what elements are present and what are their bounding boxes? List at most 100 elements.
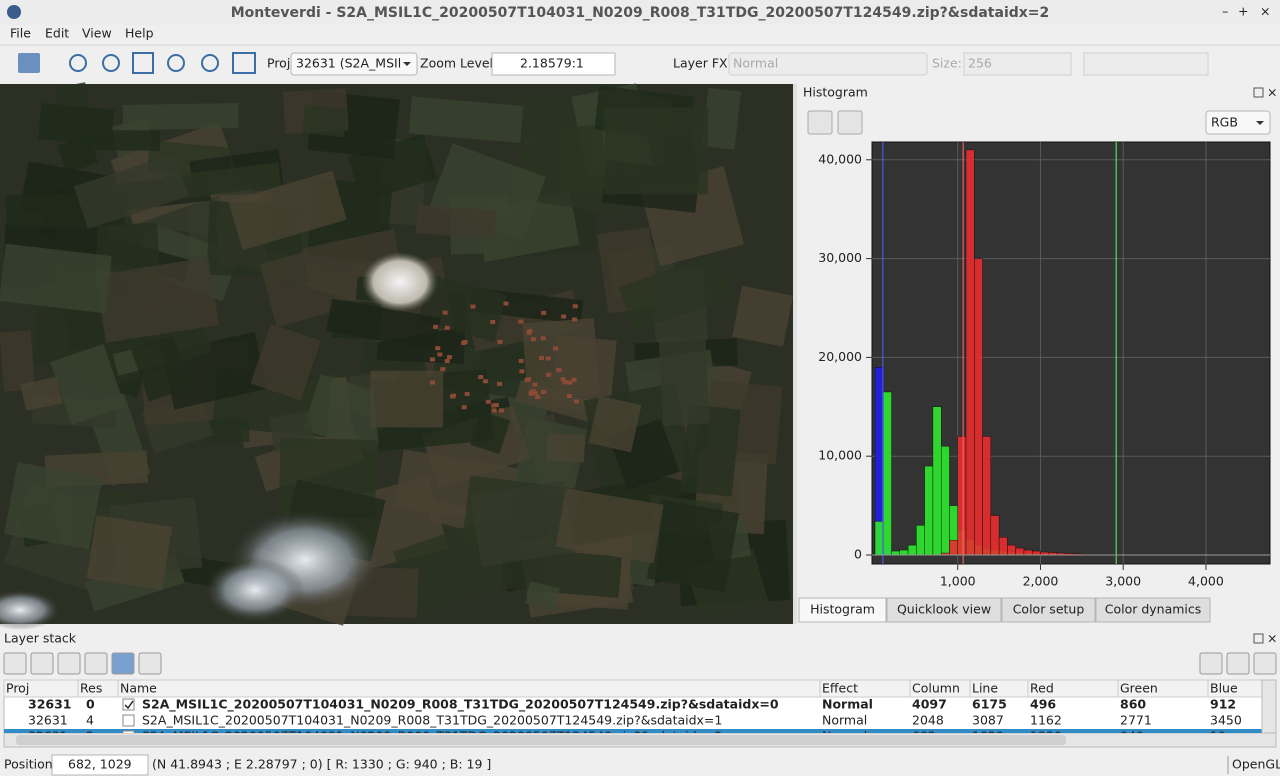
menu-item[interactable]: Edit (45, 26, 69, 41)
stack-button[interactable] (138, 652, 162, 675)
roof (490, 320, 496, 325)
menu-item[interactable]: File (10, 26, 31, 41)
field (408, 96, 524, 143)
roof (440, 367, 446, 372)
histogram-bar (924, 465, 934, 556)
roof (444, 359, 450, 364)
field (618, 252, 734, 332)
cloud (205, 558, 305, 622)
mode-combo[interactable] (1205, 110, 1271, 135)
zoom-full-button[interactable] (167, 54, 185, 72)
v-scrollbar[interactable] (1261, 679, 1277, 734)
image-view[interactable] (0, 82, 797, 630)
fit-button[interactable] (837, 110, 863, 135)
field (0, 243, 112, 314)
table-cell: Normal (822, 729, 867, 744)
dock-close[interactable]: × (1267, 631, 1277, 646)
field (646, 499, 740, 593)
float-button[interactable] (1253, 87, 1264, 98)
table-cell: Normal (822, 713, 867, 728)
roof (462, 339, 468, 344)
visibility-checkbox[interactable] (122, 714, 135, 727)
layer-stack: Layer stack × Proj Res Name Effect Column Lin… (3, 631, 1277, 748)
visibility-checkbox[interactable] (122, 698, 135, 711)
size-input[interactable] (963, 52, 1072, 76)
tab[interactable] (1095, 597, 1211, 623)
table-cell: 682 (912, 729, 936, 744)
open-button[interactable] (18, 53, 40, 73)
tab[interactable] (886, 597, 1002, 623)
tab-bar: Histogram Quicklook view Color setup Color … (798, 597, 1211, 623)
stack-button[interactable] (1226, 652, 1250, 675)
field (522, 318, 600, 400)
zoom-button[interactable] (807, 110, 833, 135)
histogram-bar (998, 537, 1008, 556)
field (301, 104, 348, 138)
tab-label: Histogram (810, 602, 875, 617)
close-button[interactable]: × (1260, 4, 1270, 19)
tab[interactable] (1001, 597, 1096, 623)
maximize-button[interactable]: + (1238, 4, 1248, 19)
stack-button[interactable] (1253, 652, 1277, 675)
stack-button[interactable] (3, 652, 27, 675)
size-label: Size: (932, 56, 962, 71)
roof (573, 399, 579, 404)
table-cell: 32631 (28, 729, 68, 744)
dock-title: Histogram (803, 85, 868, 100)
extra-input[interactable] (1083, 52, 1209, 76)
histogram-bar (907, 544, 917, 556)
table-cell: 940 (1120, 729, 1144, 744)
position-input[interactable] (51, 754, 149, 776)
roof (572, 317, 578, 322)
dock-title: Layer stack (4, 631, 77, 646)
tab[interactable] (798, 597, 887, 623)
zoom-out-button[interactable] (102, 54, 120, 72)
proj-combo[interactable] (290, 52, 418, 76)
table-cell: 2 (86, 729, 94, 744)
stack-button[interactable] (1199, 652, 1223, 675)
roof (437, 352, 443, 357)
table-cell: 3450 (1210, 713, 1242, 728)
scroll-thumb[interactable] (16, 735, 1066, 745)
zoom-in-button[interactable] (69, 54, 87, 72)
menu-item[interactable]: View (82, 26, 112, 41)
y-tick-label: 10,000 (818, 448, 862, 463)
dock-close[interactable]: × (1267, 85, 1277, 100)
table-cell: S2A_MSIL1C_20200507T104031_N0209_R008_T3… (142, 729, 722, 744)
zoom-layer-button[interactable] (201, 54, 219, 72)
x-tick-label: 2,000 (1023, 574, 1059, 589)
stack-button[interactable] (30, 652, 54, 675)
menu-bar: File Edit View Help (10, 26, 154, 41)
field (415, 204, 497, 240)
field (20, 376, 63, 411)
histogram-bar (1031, 550, 1041, 556)
roof (518, 358, 524, 363)
layer-button[interactable] (232, 52, 256, 74)
minimize-button[interactable]: – (1222, 4, 1228, 19)
zoom-label: Zoom Level (420, 56, 493, 71)
field (228, 170, 347, 251)
visibility-checkbox[interactable] (122, 730, 135, 742)
roof (446, 355, 452, 360)
stack-button[interactable] (111, 652, 135, 675)
field (131, 335, 191, 402)
histogram-bar (957, 436, 967, 556)
float-button[interactable] (1253, 633, 1264, 644)
menu-item[interactable]: Help (125, 26, 154, 41)
stack-button[interactable] (57, 652, 81, 675)
zoom-extent-button[interactable] (132, 52, 154, 74)
roof (539, 356, 545, 361)
roof (530, 337, 536, 342)
y-tick-label: 0 (854, 547, 862, 562)
roof (518, 319, 524, 324)
zoom-input[interactable] (491, 52, 616, 76)
layer-fx-combo[interactable] (728, 52, 928, 76)
stack-button[interactable] (84, 652, 108, 675)
field (326, 298, 441, 351)
roof (535, 395, 541, 400)
check-mark (124, 700, 134, 710)
roof (519, 369, 525, 374)
histogram-bar (883, 391, 892, 556)
